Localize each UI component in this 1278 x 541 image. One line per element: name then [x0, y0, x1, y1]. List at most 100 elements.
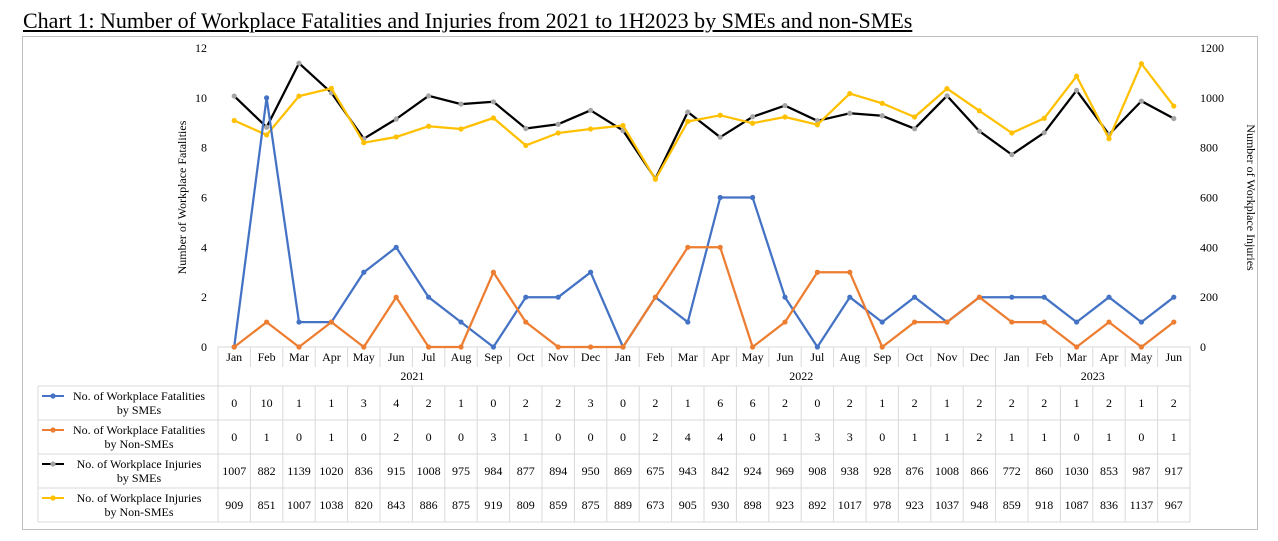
data-label: 1: [1138, 396, 1144, 410]
series-point: [782, 319, 788, 325]
series-point: [750, 120, 756, 126]
series-point: [944, 86, 950, 92]
data-label: 4: [717, 430, 723, 444]
series-point: [685, 319, 691, 325]
data-label: 2: [1106, 396, 1112, 410]
left-axis-title: Number of Workplace Fatalities: [175, 120, 189, 274]
data-label: 924: [744, 464, 762, 478]
data-label: 2: [782, 396, 788, 410]
series-point: [750, 114, 756, 120]
right-axis-tick-label: 600: [1200, 191, 1218, 205]
data-label: 860: [1035, 464, 1053, 478]
series-point: [555, 121, 561, 127]
data-label: 3: [588, 396, 594, 410]
series-point: [426, 294, 432, 300]
data-label: 0: [750, 430, 756, 444]
data-label: 1: [1171, 430, 1177, 444]
month-label: Apr: [1100, 350, 1119, 364]
data-label: 918: [1035, 498, 1053, 512]
data-label: 851: [258, 498, 276, 512]
month-label: Jan: [226, 350, 242, 364]
series-point: [976, 108, 983, 114]
chart-frame: [22, 36, 1258, 530]
month-label: Jun: [777, 350, 794, 364]
month-label: Jun: [388, 350, 405, 364]
series-point: [523, 294, 529, 300]
series-point: [1074, 344, 1080, 350]
series-point: [490, 99, 496, 105]
month-label: Oct: [517, 350, 535, 364]
series-point: [231, 93, 237, 99]
left-axis-tick-label: 4: [201, 240, 207, 254]
data-label: 2: [847, 396, 853, 410]
month-label: Apr: [322, 350, 341, 364]
series-point: [847, 294, 853, 300]
series-point: [976, 294, 983, 300]
right-axis-tick-label: 1000: [1200, 91, 1224, 105]
series-point: [1171, 294, 1177, 300]
series-point: [231, 117, 237, 124]
data-label: 889: [614, 498, 632, 512]
data-label: 1: [782, 430, 788, 444]
data-label: 3: [490, 430, 496, 444]
data-label: 853: [1100, 464, 1118, 478]
data-label: 1: [944, 430, 950, 444]
data-label: 1137: [1130, 498, 1154, 512]
data-label: 877: [517, 464, 535, 478]
series-point: [782, 294, 788, 300]
data-label: 886: [420, 498, 438, 512]
data-label: 1: [1009, 430, 1015, 444]
series-point: [490, 344, 496, 350]
data-label: 675: [646, 464, 664, 478]
series-point: [1009, 130, 1015, 136]
data-label: 1: [685, 396, 691, 410]
data-label: 928: [873, 464, 891, 478]
data-label: 938: [841, 464, 859, 478]
data-label: 809: [517, 498, 535, 512]
left-axis-tick-label: 8: [201, 141, 207, 155]
data-label: 2: [1009, 396, 1015, 410]
month-label: Apr: [711, 350, 730, 364]
data-label: 836: [355, 464, 373, 478]
legend-label: No. of Workplace Fatalities: [73, 423, 205, 437]
legend-label: by Non-SMEs: [104, 505, 173, 519]
series-point: [782, 102, 788, 109]
data-label: 1: [328, 430, 334, 444]
data-label: 898: [744, 498, 762, 512]
left-axis-tick-label: 12: [195, 41, 207, 55]
data-label: 930: [711, 498, 729, 512]
series-point: [1074, 87, 1080, 93]
series-point: [685, 109, 691, 115]
data-label: 1: [264, 430, 270, 444]
legend-key-marker: [50, 393, 56, 399]
data-label: 915: [387, 464, 405, 478]
month-label: Mar: [289, 350, 309, 364]
month-label: Mar: [678, 350, 698, 364]
data-label: 943: [679, 464, 697, 478]
data-label: 1: [458, 396, 464, 410]
left-axis-tick-label: 2: [201, 290, 207, 304]
data-label: 0: [620, 396, 626, 410]
data-label: 6: [750, 396, 756, 410]
data-label: 2: [523, 396, 529, 410]
data-label: 1037: [935, 498, 959, 512]
data-label: 0: [588, 430, 594, 444]
data-label: 909: [225, 498, 243, 512]
month-label: Dec: [581, 350, 600, 364]
series-point: [296, 93, 302, 99]
data-label: 0: [814, 396, 820, 410]
data-label: 967: [1165, 498, 1183, 512]
month-label: Jun: [1165, 350, 1182, 364]
series-point: [912, 114, 918, 120]
series-point: [361, 269, 367, 275]
series-point: [328, 85, 334, 91]
right-axis-tick-label: 1200: [1200, 41, 1224, 55]
data-label: 1007: [222, 464, 246, 478]
series-point: [620, 344, 626, 350]
left-axis-tick-label: 6: [201, 191, 207, 205]
left-axis-tick-label: 0: [201, 340, 207, 354]
month-label: Oct: [906, 350, 924, 364]
series-point: [426, 344, 432, 350]
series-point: [912, 126, 918, 132]
data-label: 0: [231, 430, 237, 444]
